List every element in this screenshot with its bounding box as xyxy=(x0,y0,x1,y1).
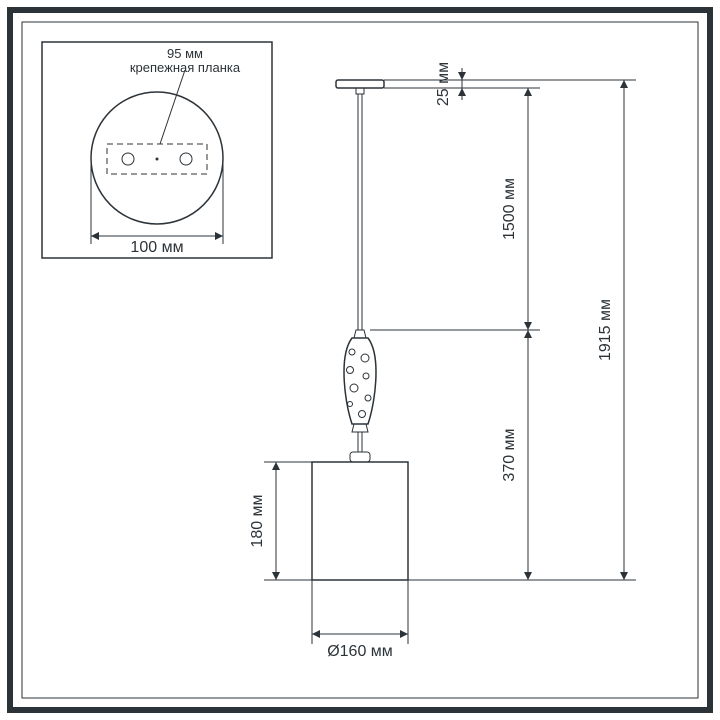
dim-fixture-height: 370 мм xyxy=(408,330,540,580)
decor-stem xyxy=(344,338,376,424)
center-dot xyxy=(156,158,159,161)
inset-dim-95: 95 мм xyxy=(167,46,203,61)
inset-panel: 95 мм крепежная планка 100 мм xyxy=(42,42,272,258)
svg-text:370 мм: 370 мм xyxy=(501,428,518,481)
svg-text:Ø160 мм: Ø160 мм xyxy=(327,643,393,660)
svg-text:1500 мм: 1500 мм xyxy=(501,178,518,240)
inset-dim-100: 100 мм xyxy=(91,158,223,256)
leader-line xyxy=(160,70,185,144)
dim-cord-length: 1500 мм xyxy=(370,88,540,330)
dim-canopy-height: 25 мм xyxy=(384,62,472,106)
svg-text:100 мм: 100 мм xyxy=(130,239,183,256)
inset-bracket-name: крепежная планка xyxy=(130,60,241,75)
canopy xyxy=(336,80,384,88)
dim-shade-diameter: Ø160 мм xyxy=(312,580,408,660)
screw-hole-right xyxy=(180,153,192,165)
dim-shade-height: 180 мм xyxy=(249,462,312,580)
dimension-drawing: 95 мм крепежная планка 100 мм xyxy=(0,0,720,720)
svg-text:1915 мм: 1915 мм xyxy=(597,299,614,361)
svg-text:25 мм: 25 мм xyxy=(435,62,452,106)
lamp-shade xyxy=(312,462,408,580)
screw-hole-left xyxy=(122,153,134,165)
svg-text:180 мм: 180 мм xyxy=(249,494,266,547)
